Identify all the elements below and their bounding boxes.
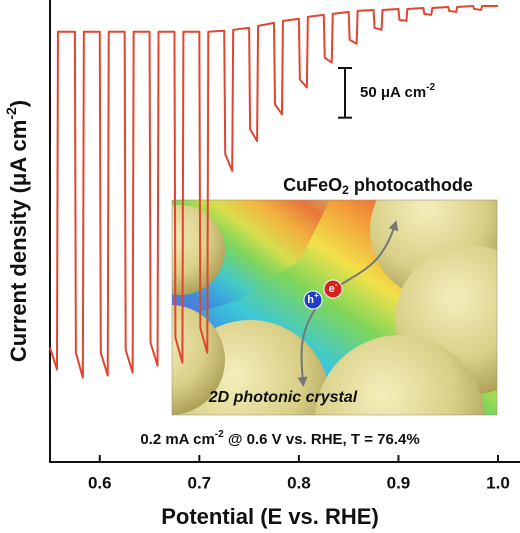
electron-label: e- [329, 280, 338, 295]
annotation-text: 0.2 mA cm [140, 431, 214, 448]
annotation-sup: -2 [215, 429, 224, 440]
electron: e [329, 283, 335, 295]
illustration [172, 200, 497, 415]
annotation: 0.2 mA cm-2 @ 0.6 V vs. RHE, T = 76.4% [140, 429, 419, 448]
material-sub: 2 [342, 183, 349, 197]
scale-bar-text: 50 μA cm [360, 84, 426, 101]
hole: h [307, 294, 314, 306]
data-line [49, 4, 498, 379]
illustration-caption: 2D photonic crystal [208, 389, 358, 406]
x-tick-label: 0.7 [188, 473, 212, 492]
x-tick-label: 0.9 [387, 473, 411, 492]
annotation-end: @ 0.6 V vs. RHE, T = 76.4% [224, 431, 420, 448]
y-label-end: ) [6, 100, 31, 107]
x-tick-label: 0.8 [287, 473, 311, 492]
y-label-text: Current density (μA cm [6, 120, 31, 362]
y-label-sup: -2 [3, 107, 19, 120]
x-tick-label: 0.6 [88, 473, 112, 492]
illustration-frame [171, 199, 498, 416]
material-label: CuFeO2 photocathode [283, 175, 473, 197]
hole-label: h+ [307, 291, 319, 306]
electron-sup: - [335, 280, 338, 289]
material-end: photocathode [349, 175, 473, 195]
scale-bar-sup: -2 [426, 81, 435, 92]
x-axis-label: Potential (E vs. RHE) [161, 504, 379, 529]
y-axis-label: Current density (μA cm-2) [3, 100, 31, 362]
scale-bar-label: 50 μA cm-2 [360, 81, 435, 100]
x-tick-label: 1.0 [486, 473, 510, 492]
hole-sup: + [314, 291, 319, 300]
material: CuFeO [283, 175, 342, 195]
